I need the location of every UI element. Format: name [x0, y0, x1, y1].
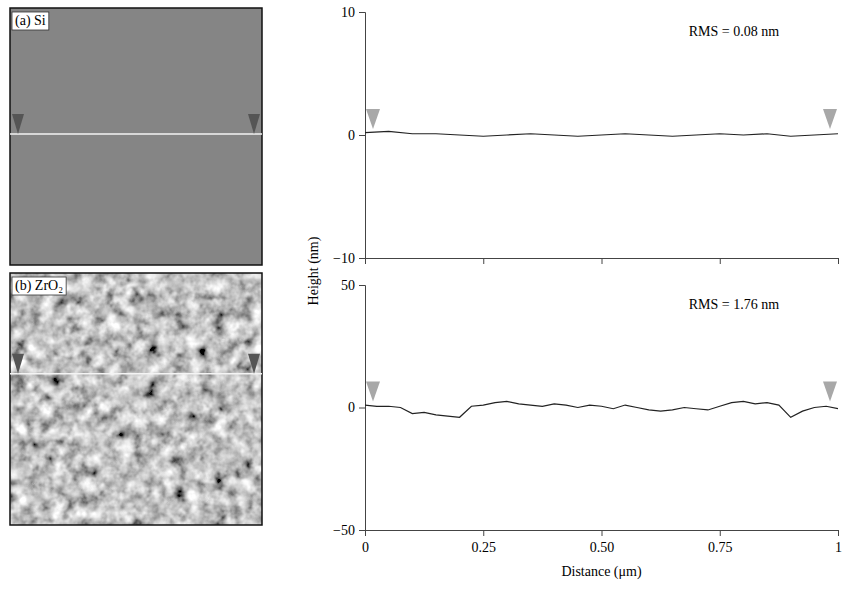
- scan-line: [10, 133, 262, 135]
- x-tick: 0.50: [590, 530, 615, 555]
- scan-marker: [366, 109, 380, 129]
- plot-area: [365, 401, 838, 417]
- x-tick: 0: [362, 530, 369, 555]
- y-tick-mark: [359, 408, 365, 409]
- x-tick: [720, 258, 721, 264]
- y-tick-mark: [359, 12, 365, 13]
- y-tick-mark: [359, 285, 365, 286]
- profile-chart: −50 0 50 0 0.25 0.50 0.75 1 RMS = 1.76 nm: [333, 278, 842, 555]
- image-label: (a) Si: [15, 13, 46, 29]
- y-tick: 10: [341, 5, 365, 20]
- y-tick-mark: [359, 530, 365, 531]
- x-tick: 0.75: [708, 530, 733, 555]
- y-tick: −10: [333, 251, 365, 266]
- x-tick-mark: [602, 530, 603, 536]
- y-tick-label: 0: [348, 128, 355, 143]
- profile-chart: −10 0 10 RMS = 0.08 nm: [333, 5, 838, 266]
- y-axis: −10 0 10: [333, 5, 365, 266]
- x-tick: [838, 258, 839, 264]
- x-tick-mark: [838, 258, 839, 264]
- scan-marker: [12, 114, 24, 134]
- y-axis: −50 0 50: [333, 278, 365, 538]
- figure: (a) Si−10010RMS = 0.08 nmHeight (nm)(b) …: [0, 0, 852, 595]
- afm-image: (a) Si: [10, 8, 262, 265]
- x-tick: [365, 258, 366, 264]
- image-frame: [10, 273, 262, 525]
- y-tick: 0: [348, 400, 365, 415]
- x-axis-line: [366, 531, 839, 537]
- x-axis-title: Distance (μm): [561, 564, 642, 580]
- y-tick-label: 10: [341, 5, 355, 20]
- scan-marker: [12, 354, 24, 374]
- x-tick: [602, 258, 603, 264]
- x-tick-mark: [720, 530, 721, 536]
- y-axis-title: Height (nm): [306, 236, 322, 305]
- scan-marker: [823, 382, 837, 402]
- x-tick-label: 0.50: [590, 540, 615, 555]
- x-tick-mark: [720, 258, 721, 264]
- height-profile: [365, 131, 838, 136]
- y-tick-label: −10: [333, 251, 355, 266]
- y-tick: −50: [333, 523, 365, 538]
- x-tick: 1: [835, 530, 842, 555]
- scan-marker: [823, 109, 837, 129]
- annotation: RMS = 0.08 nm: [689, 24, 779, 39]
- x-tick-label: 1: [835, 540, 842, 555]
- y-tick-label: 50: [341, 278, 355, 293]
- y-axis-line: [359, 13, 366, 259]
- x-tick-mark: [483, 530, 484, 536]
- x-axis: [366, 258, 839, 264]
- y-tick-mark: [359, 135, 365, 136]
- x-tick-label: 0.25: [472, 540, 497, 555]
- plot-area: [365, 131, 838, 136]
- x-tick: [483, 258, 484, 264]
- x-tick-mark: [365, 530, 366, 536]
- y-tick: 0: [348, 128, 365, 143]
- x-tick-label: 0.75: [708, 540, 733, 555]
- y-tick-mark: [359, 258, 365, 259]
- annotation: RMS = 1.76 nm: [689, 297, 779, 312]
- image-label-box: [12, 277, 66, 295]
- y-tick-label: −50: [333, 523, 355, 538]
- scan-marker: [248, 354, 260, 374]
- x-axis: 0 0.25 0.50 0.75 1: [362, 530, 842, 555]
- image-label: (b) ZrO₂: [15, 278, 63, 294]
- scan-marker: [366, 382, 380, 402]
- scan-marker: [248, 114, 260, 134]
- y-tick: 50: [341, 278, 365, 293]
- x-tick-mark: [365, 258, 366, 264]
- x-tick-label: 0: [362, 540, 369, 555]
- image-surface: [10, 8, 262, 265]
- x-tick: 0.25: [472, 530, 497, 555]
- scan-line: [10, 373, 262, 375]
- y-tick-label: 0: [348, 400, 355, 415]
- afm-image: (b) ZrO₂: [10, 273, 262, 525]
- x-tick-mark: [602, 258, 603, 264]
- image-surface: [10, 273, 262, 525]
- x-axis-line: [366, 259, 839, 265]
- x-tick-mark: [483, 258, 484, 264]
- x-tick-mark: [838, 530, 839, 536]
- image-label-box: [12, 12, 49, 30]
- height-profile: [365, 401, 838, 417]
- y-axis-line: [359, 286, 366, 531]
